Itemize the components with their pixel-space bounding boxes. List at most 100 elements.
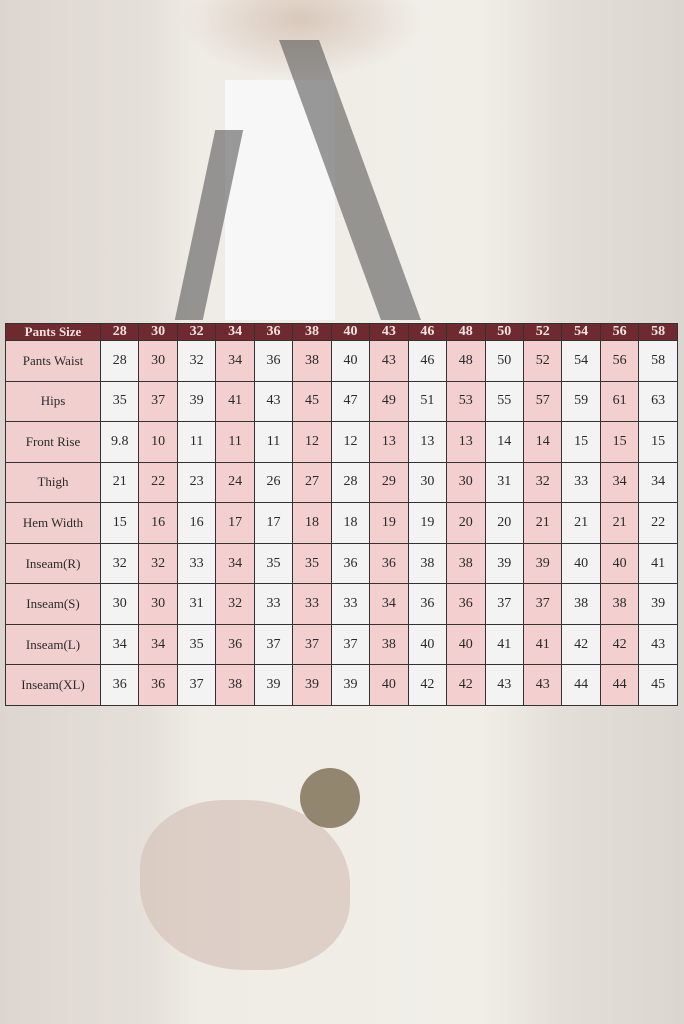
table-cell: 33 [253, 583, 294, 625]
table-cell: 36 [330, 542, 371, 585]
table-cell: 38 [292, 340, 332, 382]
table-cell: 36 [369, 542, 409, 585]
size-header: 36 [253, 323, 294, 341]
table-cell: 45 [638, 664, 678, 706]
table-cell: 36 [138, 664, 178, 706]
table-cell: 31 [176, 583, 217, 625]
table-cell: 57 [522, 380, 563, 423]
table-cell: 30 [138, 340, 178, 382]
table-row: Thigh 21 22 23 24 26 27 28 29 30 30 31 32 33 34 34 [5, 461, 678, 504]
table-row: Inseam(L) 34 34 35 36 37 37 37 38 40 40 41 41 42 42 43 [5, 623, 678, 666]
table-cell: 39 [292, 664, 332, 706]
table-cell: 18 [292, 502, 332, 544]
table-cell: 42 [561, 623, 601, 666]
table-cell: 33 [330, 583, 371, 625]
table-cell: 43 [253, 380, 294, 423]
table-cell: 35 [176, 623, 217, 666]
row-label: Hem Width [5, 502, 101, 544]
table-cell: 20 [446, 502, 486, 544]
table-cell: 35 [253, 542, 294, 585]
table-cell: 13 [446, 421, 486, 463]
table-cell: 43 [638, 623, 678, 666]
table-cell: 11 [215, 421, 255, 463]
table-cell: 20 [484, 502, 524, 544]
table-cell: 17 [215, 502, 255, 544]
table-cell: 35 [292, 542, 332, 585]
table-cell: 34 [215, 340, 255, 382]
table-cell: 38 [215, 664, 255, 706]
table-cell: 38 [407, 542, 448, 585]
table-cell: 39 [176, 380, 217, 423]
size-header: 43 [369, 323, 409, 341]
table-cell: 43 [522, 664, 563, 706]
table-cell: 37 [176, 664, 217, 706]
table-cell: 14 [522, 421, 563, 463]
size-header: 52 [522, 323, 563, 341]
table-cell: 56 [599, 340, 640, 382]
table-cell: 37 [522, 583, 563, 625]
size-header: 38 [292, 323, 332, 341]
table-row: Inseam(XL) 36 36 37 38 39 39 39 40 42 42 43 43 44 44 45 [5, 664, 678, 706]
table-cell: 27 [292, 461, 332, 504]
table-cell: 45 [292, 380, 332, 423]
table-cell: 29 [369, 461, 409, 504]
table-row: Front Rise 9.8 10 11 11 11 12 12 13 13 13 14 14 15 15 1… [5, 421, 678, 463]
table-cell: 54 [561, 340, 601, 382]
table-cell: 37 [484, 583, 524, 625]
table-cell: 23 [176, 461, 217, 504]
table-cell: 37 [330, 623, 371, 666]
table-row: Inseam(R) 32 32 33 34 35 35 36 36 38 38 39 39 40 40 41 [5, 542, 678, 585]
table-cell: 12 [330, 421, 371, 463]
size-header: 32 [176, 323, 217, 341]
table-cell: 16 [176, 502, 217, 544]
table-cell: 12 [292, 421, 332, 463]
table-cell: 11 [176, 421, 217, 463]
row-label: Inseam(XL) [5, 664, 101, 706]
table-cell: 44 [599, 664, 640, 706]
table-cell: 63 [638, 380, 678, 423]
row-label: Inseam(S) [5, 583, 101, 625]
table-cell: 39 [330, 664, 371, 706]
table-cell: 16 [138, 502, 178, 544]
table-cell: 13 [369, 421, 409, 463]
table-cell: 53 [446, 380, 486, 423]
table-cell: 32 [215, 583, 255, 625]
header-label: Pants Size [5, 323, 101, 341]
table-cell: 39 [484, 542, 524, 585]
row-label: Inseam(R) [5, 542, 101, 585]
table-cell: 36 [215, 623, 255, 666]
row-label: Hips [5, 380, 101, 423]
table-cell: 41 [484, 623, 524, 666]
table-cell: 41 [522, 623, 563, 666]
table-cell: 40 [561, 542, 601, 585]
table-cell: 49 [369, 380, 409, 423]
size-header: 40 [330, 323, 371, 341]
table-cell: 35 [99, 380, 140, 423]
table-cell: 43 [484, 664, 524, 706]
table-cell: 36 [407, 583, 448, 625]
table-cell: 26 [253, 461, 294, 504]
table-cell: 39 [253, 664, 294, 706]
size-header: 56 [599, 323, 640, 341]
table-cell: 38 [599, 583, 640, 625]
table-row: Inseam(S) 30 30 31 32 33 33 33 34 36 36 37 37 38 38 39 [5, 583, 678, 625]
size-header: 28 [99, 323, 140, 341]
table-cell: 22 [138, 461, 178, 504]
table-cell: 44 [561, 664, 601, 706]
table-cell: 21 [561, 502, 601, 544]
table-cell: 43 [369, 340, 409, 382]
table-cell: 33 [176, 542, 217, 585]
table-cell: 38 [561, 583, 601, 625]
table-cell: 30 [138, 583, 178, 625]
table-cell: 38 [446, 542, 486, 585]
table-cell: 33 [561, 461, 601, 504]
table-cell: 40 [599, 542, 640, 585]
row-label: Front Rise [5, 421, 101, 463]
size-header: 58 [638, 323, 678, 341]
size-header: 48 [446, 323, 486, 341]
table-cell: 58 [638, 340, 678, 382]
table-cell: 30 [99, 583, 140, 625]
table-cell: 15 [599, 421, 640, 463]
table-cell: 32 [99, 542, 140, 585]
table-cell: 40 [407, 623, 448, 666]
